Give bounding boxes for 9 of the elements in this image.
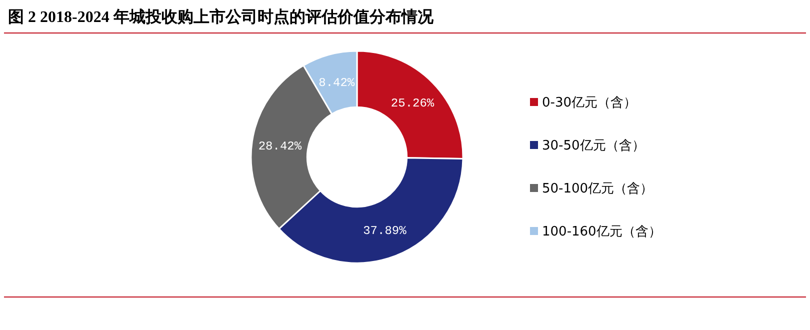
data-label: 8.42% (318, 76, 356, 90)
legend-label: 50-100亿元（含） (542, 182, 654, 197)
data-label: 28.42% (258, 140, 302, 154)
legend-label: 0-30亿元（含） (542, 96, 637, 111)
legend-label: 100-160亿元（含） (542, 224, 662, 240)
data-label: 25.26% (390, 96, 435, 111)
data-label: 37.89% (363, 224, 408, 238)
chart-title: 图 2 2018-2024 年城投收购上市公司时点的评估价值分布情况 (8, 8, 434, 26)
legend-label: 30-50亿元（含） (542, 138, 645, 154)
